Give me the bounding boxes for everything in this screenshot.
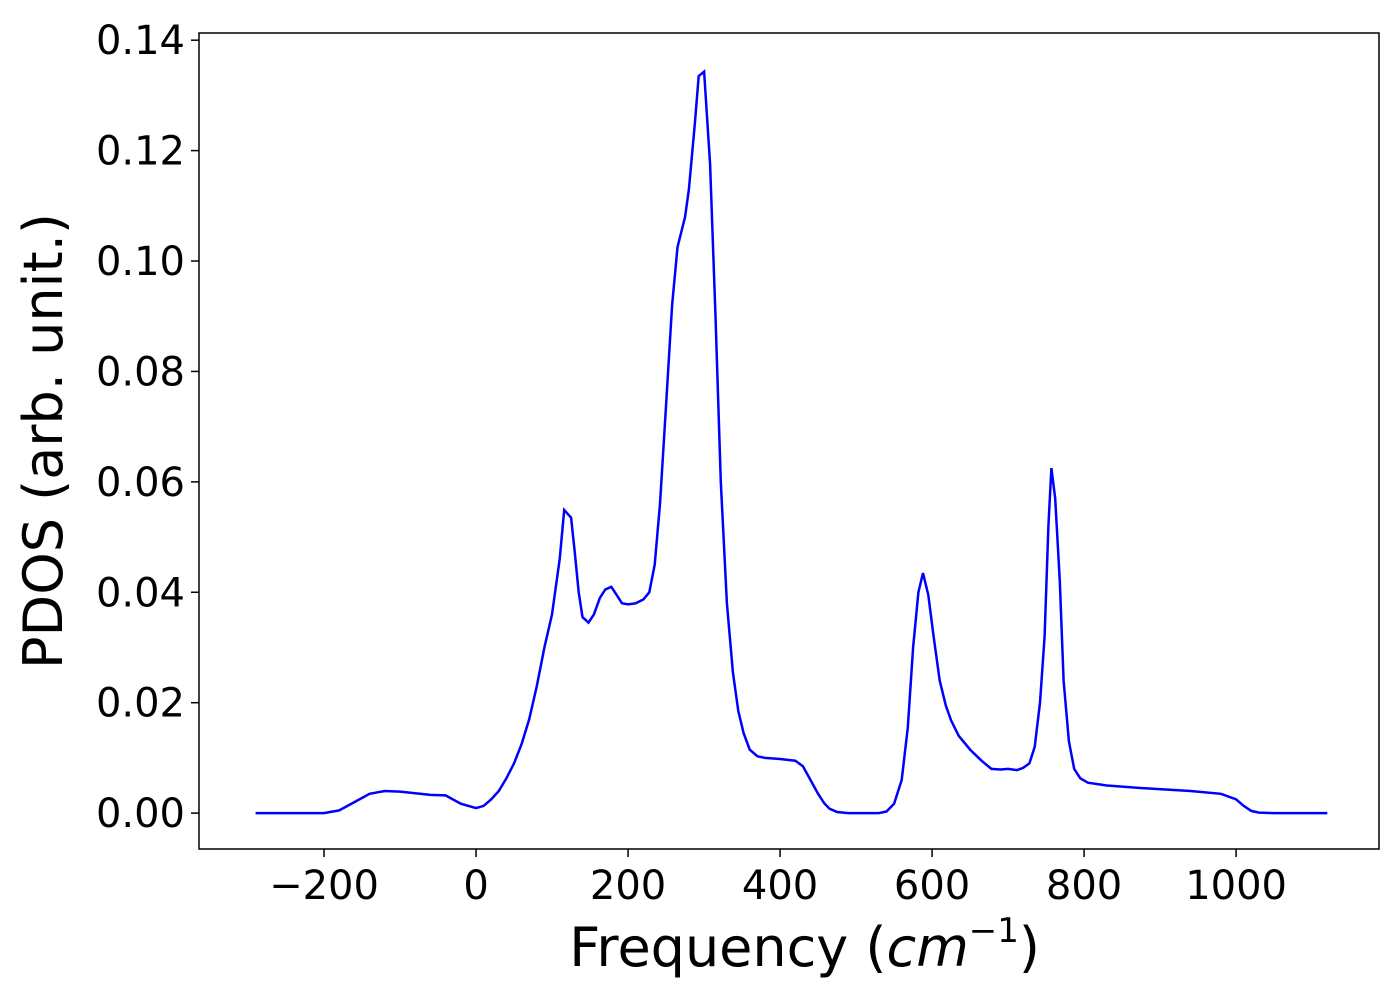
- x-tick-label: −200: [269, 863, 379, 909]
- x-label-suffix: ): [1019, 916, 1040, 979]
- y-tick-label: 0.08: [96, 349, 185, 395]
- data-line: [255, 69, 1328, 815]
- x-tick-label: 800: [1046, 863, 1122, 909]
- y-tick-label: 0.00: [96, 791, 185, 837]
- x-tick-label: 200: [590, 863, 666, 909]
- x-label-prefix: Frequency (: [569, 916, 886, 979]
- y-tick-label: 0.10: [96, 239, 185, 285]
- y-tick-label: 0.06: [96, 460, 185, 506]
- x-tick-label: 0: [463, 863, 488, 909]
- y-axis-label: PDOS (arb. unit.): [12, 213, 75, 669]
- x-axis-label: Frequency (cm−1): [569, 911, 1040, 979]
- x-label-exponent: −1: [969, 911, 1019, 951]
- x-tick-label: 600: [894, 863, 970, 909]
- y-tick-label: 0.12: [96, 129, 185, 175]
- x-tick-label: 400: [742, 863, 818, 909]
- x-label-unit: cm: [887, 916, 969, 979]
- plot-frame: [198, 32, 1380, 850]
- x-tick-label: 1000: [1185, 863, 1287, 909]
- y-tick-label: 0.14: [96, 18, 185, 64]
- y-tick-label: 0.02: [96, 681, 185, 727]
- y-tick-label: 0.04: [96, 570, 185, 616]
